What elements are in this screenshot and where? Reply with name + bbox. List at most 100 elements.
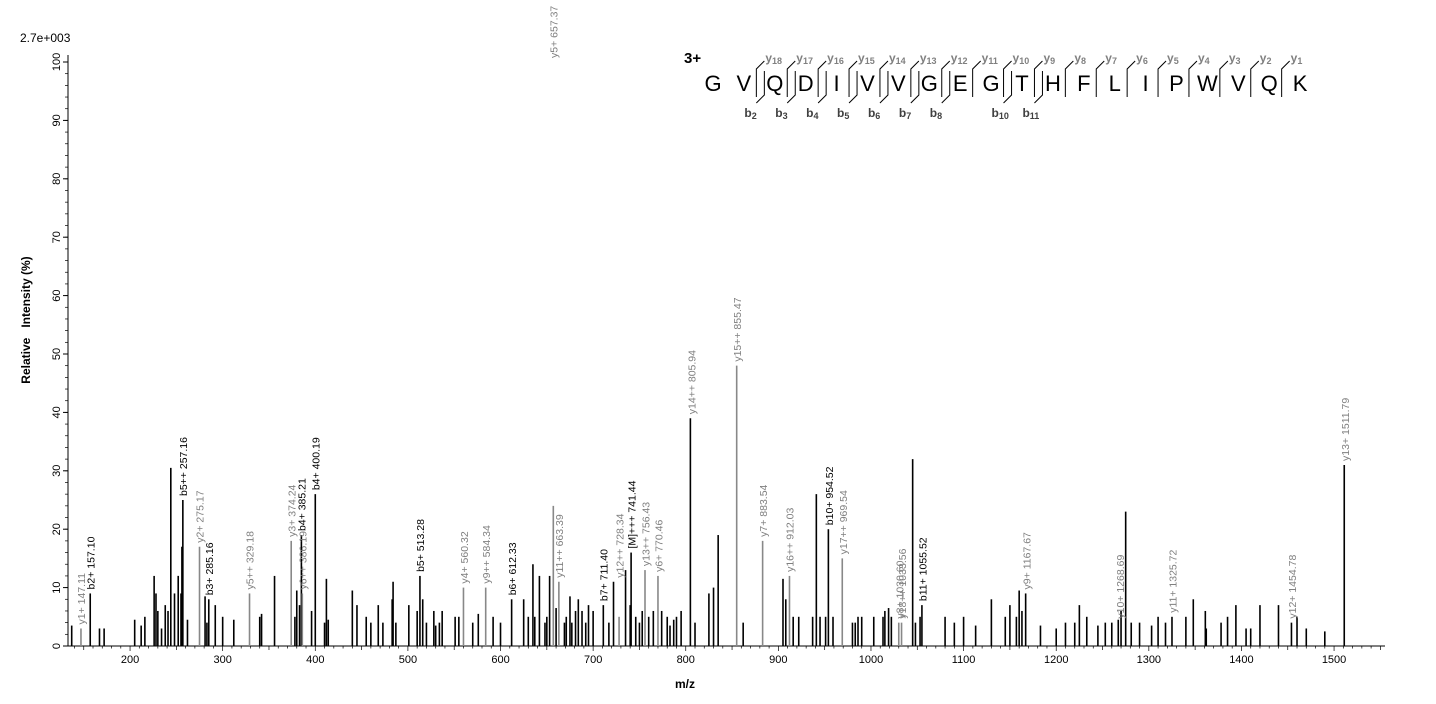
y-ion-number: 11 (988, 56, 998, 66)
peak-label: y6++ 386.19 (297, 531, 309, 590)
x-tick-label: 700 (584, 654, 602, 666)
peak-label: b11+ 1055.52 (917, 537, 929, 601)
y-ion-bracket (972, 60, 982, 97)
y-ion-letter: y (1198, 51, 1205, 65)
peak-label: y4+ 560.32 (459, 531, 471, 583)
peak-label: b4+ 385.21 (297, 478, 309, 531)
b-ion-label: b7 (899, 106, 911, 121)
sequence-residue: G (983, 71, 1000, 96)
y-ion-bracket (1126, 60, 1136, 97)
b-ion-label: b6 (868, 106, 880, 121)
y-ion-letter: y (1291, 51, 1298, 65)
y-tick-label: 0 (51, 643, 63, 649)
y-ion-label: y3 (1229, 51, 1241, 66)
axes: 0 10 20 30 40 50 60 70 80 90 100 200 300 400 500 600 700… (51, 53, 1385, 666)
y-ion-bracket (1219, 60, 1229, 97)
b-ion-label: b8 (930, 106, 942, 121)
b-ion-letter: b (837, 106, 844, 120)
x-axis-title: m/z (675, 677, 695, 691)
y-tick-label: 80 (51, 173, 63, 185)
b-ion-label: b2 (744, 106, 756, 121)
sequence-residue: L (1109, 71, 1121, 96)
y-ion-label: y9 (1043, 51, 1055, 66)
y-ion-letter: y (1260, 51, 1267, 65)
y-ion-bracket (910, 60, 920, 97)
peak-label: b10+ 954.52 (824, 466, 836, 525)
sequence-residue: I (834, 71, 840, 96)
y-ion-bracket (1064, 60, 1074, 97)
x-tick-label: 1100 (952, 654, 976, 666)
peak-label: y15++ 855.47 (732, 297, 744, 361)
sequence-residue: P (1169, 71, 1184, 96)
sequence-residue: T (1015, 71, 1028, 96)
y-ion-label: y10 (1013, 51, 1030, 66)
b-ion-letter: b (992, 106, 999, 120)
b-ion-number: 11 (1030, 111, 1040, 121)
b-ion-letter: b (744, 106, 751, 120)
b-ion-number: 3 (783, 111, 788, 121)
peak-label: b5++ 257.16 (178, 437, 190, 496)
peak-label: y2+ 275.17 (195, 490, 207, 542)
peak-label: y8+ 1030.60 (894, 560, 906, 618)
y-ion-label: y12 (951, 51, 968, 66)
sequence-residue: V (860, 71, 875, 96)
y-ion-bracket (941, 60, 951, 97)
y-tick-label: 10 (51, 581, 63, 593)
b-ion-bracket (1003, 71, 1013, 104)
y-ion-bracket (848, 60, 858, 97)
b-ion-bracket (848, 71, 858, 104)
x-tick-label: 1000 (859, 654, 883, 666)
sequence-residue: Q (766, 71, 783, 96)
charge-state-label: 3+ (684, 50, 701, 67)
y-ion-bracket (1281, 60, 1291, 97)
y-ion-letter: y (858, 51, 865, 65)
y-ion-letter: y (827, 51, 834, 65)
y-ion-letter: y (1229, 51, 1236, 65)
y-ion-letter: y (796, 51, 803, 65)
peak-label: y10+ 1268.69 (1115, 555, 1127, 619)
peak-label: b3+ 285.16 (204, 542, 216, 595)
x-tick-label: 1500 (1322, 654, 1346, 666)
y-ion-bracket (1188, 60, 1198, 97)
peak-label: y12++ 728.34 (614, 513, 626, 577)
b-ion-label: b3 (775, 106, 787, 121)
y-ion-number: 17 (803, 56, 813, 66)
y-ion-bracket (1095, 60, 1105, 97)
peak-label: y14++ 805.94 (686, 350, 698, 414)
x-tick-label: 800 (677, 654, 695, 666)
y-ion-letter: y (951, 51, 958, 65)
sequence-residue: E (953, 71, 968, 96)
y-ion-bracket (1003, 60, 1012, 97)
y-ion-label: y6 (1136, 51, 1148, 66)
y-ion-label: y11 (982, 51, 998, 66)
b-ion-label: b5 (837, 106, 849, 121)
sequence-residue: K (1293, 71, 1308, 96)
b-ion-letter: b (1022, 106, 1029, 120)
x-tick-label: 500 (399, 654, 417, 666)
x-tick-label: 1200 (1044, 654, 1068, 666)
peak-label: b7+ 711.40 (599, 549, 611, 601)
y-ion-label: y1 (1291, 51, 1303, 66)
b-ion-letter: b (868, 106, 875, 120)
y-ion-number: 12 (957, 56, 967, 66)
sequence-residue: D (798, 71, 814, 96)
peak-label: y16++ 912.03 (785, 508, 797, 572)
sequence-residue: W (1197, 71, 1218, 96)
y-ion-letter: y (1136, 51, 1143, 65)
x-tick-label: 200 (121, 654, 139, 666)
b-ion-bracket (910, 71, 920, 104)
peak-label: y7+ 883.54 (758, 484, 770, 536)
y-ion-bracket (817, 60, 827, 97)
y-tick-label: 100 (51, 53, 63, 71)
peak-label: y11++ 663.39 (554, 514, 566, 578)
x-tick-label: 900 (769, 654, 787, 666)
y-tick-label: 90 (51, 114, 63, 126)
b-ion-letter: b (899, 106, 906, 120)
y-ion-number: 8 (1081, 56, 1086, 66)
b-ion-letter: b (775, 106, 782, 120)
peak-label: b6+ 612.33 (507, 542, 519, 595)
sequence-residue: G (921, 71, 938, 96)
y-ion-label: y5 (1167, 51, 1179, 66)
